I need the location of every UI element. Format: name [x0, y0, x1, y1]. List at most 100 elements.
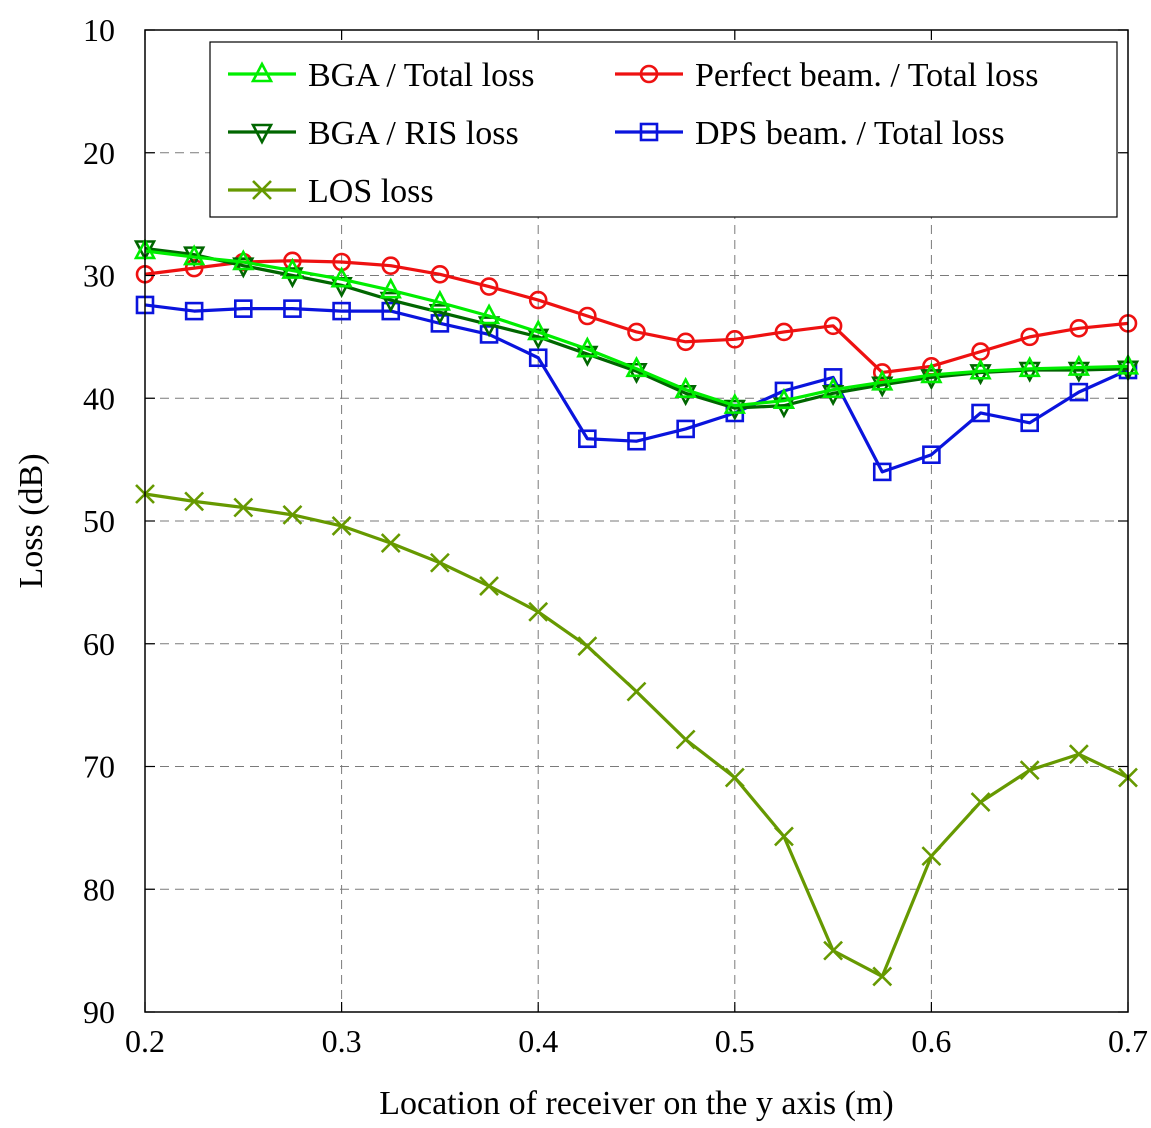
y-tick-label: 60	[83, 626, 115, 662]
data-point	[1019, 760, 1040, 781]
data-point	[823, 316, 843, 336]
x-axis-label: Location of receiver on the y axis (m)	[379, 1085, 894, 1122]
data-point	[872, 966, 893, 987]
data-point	[528, 348, 548, 368]
legend-item: Perfect beam. / Total loss	[615, 57, 1039, 94]
legend-marker	[639, 64, 659, 84]
data-point	[428, 289, 452, 311]
data-point	[676, 332, 695, 352]
data-point	[724, 767, 745, 788]
data-point	[676, 419, 695, 439]
data-point	[479, 576, 499, 596]
y-axis-label: Loss (dB)	[13, 453, 50, 588]
series-bga-total-loss	[133, 238, 1140, 414]
data-point	[477, 303, 501, 325]
data-point	[871, 376, 894, 398]
data-point	[232, 249, 255, 271]
data-point	[578, 429, 597, 449]
x-tick-label: 0.4	[518, 1023, 558, 1059]
y-tick-label: 80	[83, 871, 115, 907]
legend-item: BGA / Total loss	[228, 57, 535, 94]
y-tick-label: 50	[83, 503, 115, 539]
series-line	[144, 259, 1129, 375]
data-point	[920, 362, 943, 384]
series-los-loss	[135, 484, 1138, 987]
data-point	[430, 314, 450, 333]
legend-marker	[639, 122, 659, 142]
data-point	[921, 846, 942, 867]
data-point	[725, 330, 745, 349]
data-point	[627, 431, 646, 451]
y-tick-label: 20	[83, 135, 115, 171]
legend-item: DPS beam. / Total loss	[615, 115, 1005, 152]
data-point	[233, 497, 254, 518]
grid	[145, 30, 1128, 1012]
data-point	[1069, 318, 1089, 338]
data-point	[774, 826, 794, 847]
y-tick-label: 40	[83, 380, 115, 416]
data-point	[922, 445, 941, 465]
data-point	[723, 392, 746, 414]
data-point	[1067, 354, 1091, 376]
data-point	[430, 264, 450, 284]
data-point	[674, 385, 697, 407]
data-point	[871, 369, 894, 391]
legend-label: Perfect beam. / Total loss	[695, 57, 1039, 94]
legend-marker	[250, 123, 274, 145]
data-point	[332, 301, 351, 321]
data-point	[429, 552, 450, 573]
data-point	[872, 363, 892, 382]
data-point	[970, 792, 991, 813]
legend: BGA / Total loss Perfect beam. / Total lo…	[209, 41, 1118, 218]
data-point	[723, 399, 746, 421]
y-tick-label: 90	[83, 994, 115, 1030]
x-tick-label: 0.6	[911, 1023, 951, 1059]
data-point	[379, 291, 402, 313]
data-point	[627, 322, 646, 342]
data-point	[821, 385, 845, 407]
data-point	[479, 277, 499, 296]
data-point	[872, 462, 892, 482]
data-point	[232, 257, 255, 279]
legend-marker	[250, 61, 274, 83]
data-point	[821, 376, 845, 398]
data-point	[920, 369, 943, 391]
data-point	[182, 244, 206, 266]
legend-box	[209, 41, 1118, 218]
data-point	[1067, 361, 1091, 383]
data-point	[969, 364, 992, 386]
data-point	[971, 403, 990, 423]
data-point	[380, 533, 401, 554]
data-point	[576, 336, 599, 358]
data-point	[184, 301, 204, 321]
data-point	[1020, 327, 1039, 347]
data-point	[381, 256, 401, 275]
data-point	[675, 729, 696, 750]
data-point	[625, 356, 648, 378]
legend-label: BGA / Total loss	[308, 57, 535, 94]
tick-labels: 0.2 0.3 0.4 0.5 0.6 0.7 10 20 30 40 50 60 70 80 90	[83, 12, 1148, 1059]
data-point	[577, 636, 598, 657]
data-point	[184, 491, 205, 512]
data-point	[1018, 361, 1041, 383]
data-point	[626, 681, 647, 702]
data-point	[823, 940, 844, 961]
data-point	[428, 304, 452, 326]
x-tick-label: 0.3	[322, 1023, 362, 1059]
data-point	[282, 504, 303, 525]
data-point	[772, 387, 796, 410]
legend-marker	[252, 180, 272, 200]
data-point	[528, 601, 549, 622]
legend-label: DPS beam. / Total loss	[695, 115, 1005, 152]
data-point	[528, 290, 548, 310]
data-point	[379, 277, 402, 299]
series-group	[133, 238, 1140, 987]
legend-label: LOS loss	[308, 173, 434, 210]
data-point	[1020, 413, 1040, 433]
data-point	[1069, 382, 1089, 402]
x-tick-label: 0.2	[125, 1023, 165, 1059]
data-point	[283, 299, 302, 318]
data-point	[625, 362, 648, 385]
